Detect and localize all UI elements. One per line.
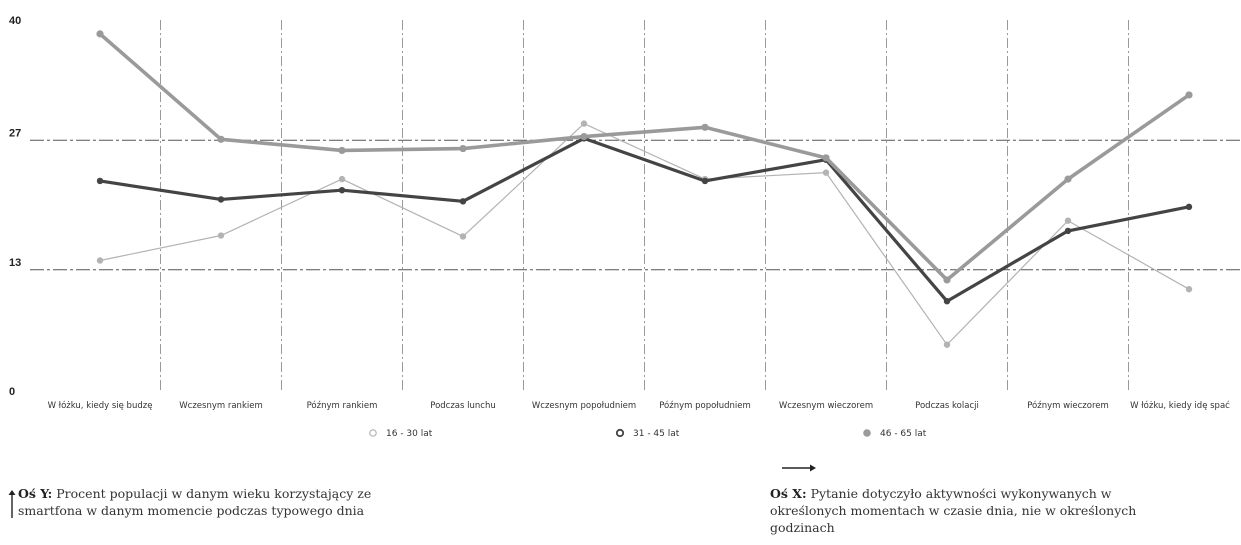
data-point — [1064, 175, 1072, 183]
x-tick-label: W łóżku, kiedy idę spać — [1130, 400, 1230, 411]
y-tick-label: 27 — [9, 127, 21, 139]
x-axis-note-text: Pytanie dotyczyło aktywności wykonywanyc… — [770, 486, 1137, 535]
data-point — [459, 233, 467, 240]
x-tick-label: Podczas kolacji — [915, 401, 979, 411]
y-tick-label: 13 — [9, 257, 21, 269]
x-tick-label: W łóżku, kiedy się budzę — [48, 400, 153, 411]
y-tick-label: 40 — [9, 15, 21, 27]
legend-marker — [369, 429, 377, 437]
y-axis-ticks: 40 27 13 0 — [9, 15, 21, 398]
data-point — [701, 123, 709, 131]
data-point — [943, 341, 951, 348]
data-point — [338, 146, 346, 155]
data-point — [822, 154, 830, 162]
data-point — [1185, 285, 1193, 293]
data-point — [96, 257, 104, 264]
x-tick-label: Wczesnym rankiem — [179, 401, 262, 411]
legend-label: 46 - 65 lat — [880, 429, 927, 439]
series-line-2 — [99, 136, 1190, 303]
chart-series — [96, 30, 1193, 348]
legend-marker — [863, 429, 871, 437]
data-point — [217, 232, 225, 239]
data-point — [943, 276, 951, 284]
x-tick-label: Wczesnym wieczorem — [779, 401, 873, 411]
data-point — [1064, 227, 1072, 235]
x-tick-label: Późnym wieczorem — [1027, 400, 1109, 411]
data-point — [96, 177, 104, 185]
data-point — [1185, 91, 1193, 99]
line-chart: 40 27 13 0 W łóżku, kiedy się budzę Wczesnym… — [9, 15, 1241, 439]
y-axis-note-label: Oś Y: — [18, 486, 53, 501]
data-point — [822, 169, 830, 176]
data-point — [217, 196, 225, 203]
data-point — [338, 175, 346, 183]
data-point — [1185, 203, 1193, 211]
data-point — [580, 132, 588, 141]
legend-label: 16 - 30 lat — [386, 429, 433, 439]
x-tick-label: Późnym rankiem — [307, 400, 378, 411]
series-line-3 — [98, 32, 1191, 282]
data-point — [1064, 217, 1072, 224]
x-axis-note: Oś X: Pytanie dotyczyło aktywności wykon… — [770, 485, 1190, 536]
y-axis-note-text: Procent populacji w danym wieku korzysta… — [18, 486, 372, 518]
series-line-1 — [99, 122, 1190, 346]
x-axis-ticks: W łóżku, kiedy się budzę Wczesnym rankiem… — [48, 400, 1231, 411]
data-point — [943, 298, 951, 305]
data-point — [701, 177, 709, 185]
x-tick-label: Podczas lunchu — [430, 401, 495, 411]
data-point — [338, 187, 346, 194]
data-point — [459, 144, 467, 153]
legend-marker — [615, 428, 625, 438]
x-tick-label: Wczesnym popołudniem — [532, 401, 636, 411]
x-axis-note-label: Oś X: — [770, 486, 807, 501]
up-arrow-icon — [8, 490, 16, 518]
data-point — [96, 30, 104, 38]
y-tick-label: 0 — [9, 386, 15, 398]
chart-grid — [30, 20, 1241, 392]
y-axis-note: Oś Y: Procent populacji w danym wieku ko… — [18, 485, 378, 519]
data-point — [459, 198, 467, 205]
data-point — [580, 120, 588, 127]
legend-label: 31 - 45 lat — [633, 429, 680, 439]
x-tick-label: Późnym popołudniem — [659, 400, 751, 411]
right-arrow-icon — [782, 464, 816, 472]
data-point — [217, 135, 225, 143]
chart-legend: 16 - 30 lat 31 - 45 lat 46 - 65 lat — [369, 428, 927, 439]
